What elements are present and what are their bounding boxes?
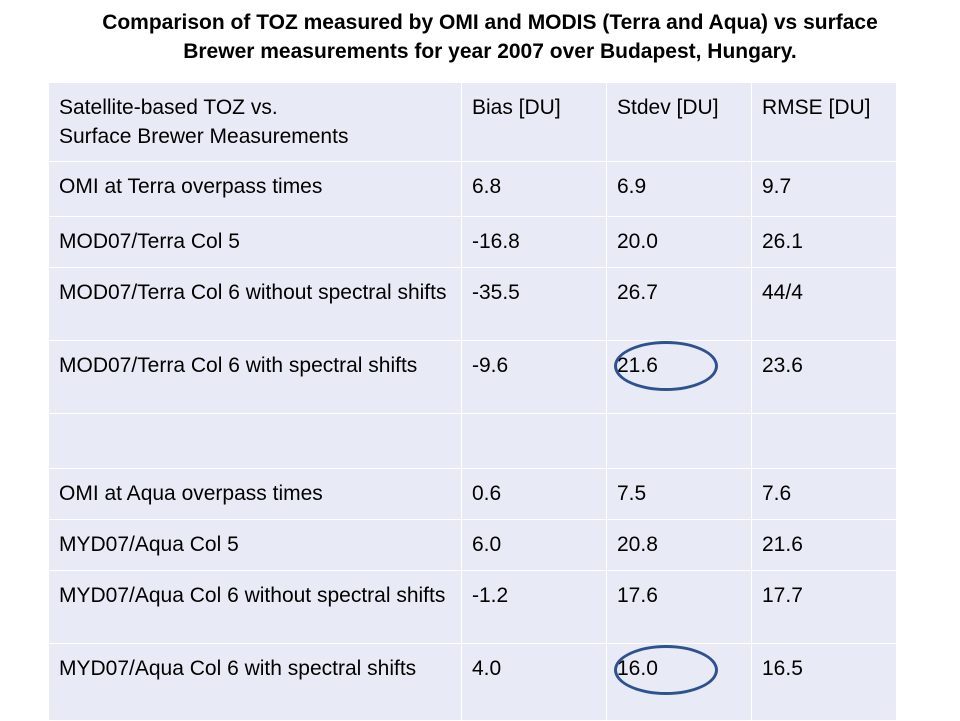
rmse-cell: 44/4 [751,267,897,341]
stdev-cell: 21.6 [606,340,752,414]
table-header-row: Satellite-based TOZ vs. Surface Brewer M… [48,82,897,162]
header-stdev: Stdev [DU] [606,82,752,162]
table-row: MYD07/Aqua Col 6 with spectral shifts 4.… [48,643,897,721]
rmse-cell: 7.6 [751,468,897,520]
row-label [48,413,462,469]
rmse-cell: 9.7 [751,161,897,217]
rmse-cell: 23.6 [751,340,897,414]
rmse-cell [751,413,897,469]
stdev-cell: 6.9 [606,161,752,217]
rmse-cell: 17.7 [751,570,897,644]
table-row: MYD07/Aqua Col 6 without spectral shifts… [48,570,897,644]
header-label-line-1: Satellite-based TOZ vs. [59,96,278,119]
header-label-line-2: Surface Brewer Measurements [59,125,349,148]
bias-cell: -1.2 [461,570,607,644]
row-label: MOD07/Terra Col 6 without spectral shift… [48,267,462,341]
table-row: MYD07/Aqua Col 5 6.0 20.8 21.6 [48,519,897,571]
header-label-cell: Satellite-based TOZ vs. Surface Brewer M… [48,82,462,162]
bias-cell: -35.5 [461,267,607,341]
row-label: MOD07/Terra Col 5 [48,216,462,268]
row-label: OMI at Terra overpass times [48,161,462,217]
row-label: OMI at Aqua overpass times [48,468,462,520]
stdev-cell: 26.7 [606,267,752,341]
stdev-cell: 20.8 [606,519,752,571]
row-label: MYD07/Aqua Col 5 [48,519,462,571]
table-row: MOD07/Terra Col 6 without spectral shift… [48,267,897,341]
rmse-cell: 16.5 [751,643,897,721]
stdev-cell: 17.6 [606,570,752,644]
table-row: OMI at Aqua overpass times 0.6 7.5 7.6 [48,468,897,520]
bias-cell: -16.8 [461,216,607,268]
bias-cell: 6.8 [461,161,607,217]
stdev-cell: 20.0 [606,216,752,268]
table-row-empty [48,413,897,469]
comparison-table: Satellite-based TOZ vs. Surface Brewer M… [48,82,897,721]
row-label: MYD07/Aqua Col 6 with spectral shifts [48,643,462,721]
header-bias: Bias [DU] [461,82,607,162]
table-row: OMI at Terra overpass times 6.8 6.9 9.7 [48,161,897,217]
row-label: MYD07/Aqua Col 6 without spectral shifts [48,570,462,644]
title-line-2: Brewer measurements for year 2007 over B… [183,40,797,63]
table-row: MOD07/Terra Col 5 -16.8 20.0 26.1 [48,216,897,268]
header-rmse: RMSE [DU] [751,82,897,162]
title-line-1: Comparison of TOZ measured by OMI and MO… [102,11,878,34]
bias-cell: 4.0 [461,643,607,721]
stdev-cell: 16.0 [606,643,752,721]
stdev-cell: 7.5 [606,468,752,520]
page-title: Comparison of TOZ measured by OMI and MO… [40,8,940,66]
bias-cell: 6.0 [461,519,607,571]
bias-cell: -9.6 [461,340,607,414]
stdev-cell [606,413,752,469]
rmse-cell: 26.1 [751,216,897,268]
bias-cell: 0.6 [461,468,607,520]
table-row: MOD07/Terra Col 6 with spectral shifts -… [48,340,897,414]
row-label: MOD07/Terra Col 6 with spectral shifts [48,340,462,414]
bias-cell [461,413,607,469]
rmse-cell: 21.6 [751,519,897,571]
